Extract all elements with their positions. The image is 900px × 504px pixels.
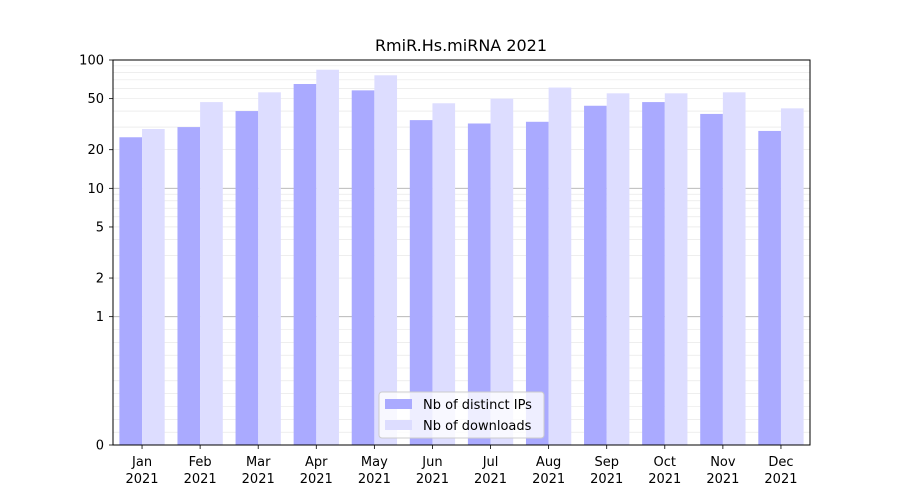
legend-box bbox=[378, 391, 545, 439]
bar-distinct-ips bbox=[351, 90, 375, 445]
x-tick-label-month: Oct bbox=[654, 455, 676, 470]
x-tick-label-month: Aug bbox=[536, 455, 561, 470]
x-tick-label-year: 2021 bbox=[532, 472, 565, 487]
x-tick-label-year: 2021 bbox=[764, 472, 797, 487]
legend-label: Nb of downloads bbox=[423, 419, 532, 434]
x-tick-label-month: Feb bbox=[189, 455, 212, 470]
x-tick-label-month: Jul bbox=[482, 455, 499, 470]
bar-distinct-ips bbox=[293, 84, 317, 445]
x-tick-label-year: 2021 bbox=[416, 472, 449, 487]
bar-distinct-ips bbox=[700, 113, 723, 446]
x-tick-label-month: Dec bbox=[768, 455, 793, 470]
y-tick-label: 2 bbox=[96, 272, 104, 287]
bar-downloads bbox=[432, 103, 456, 445]
y-tick-label: 1 bbox=[96, 310, 104, 325]
bar-downloads bbox=[142, 128, 165, 446]
x-tick-label-year: 2021 bbox=[590, 472, 623, 487]
y-tick-label: 100 bbox=[79, 54, 104, 69]
y-tick-label: 5 bbox=[96, 220, 104, 235]
bar-distinct-ips bbox=[235, 111, 259, 445]
bar-distinct-ips bbox=[177, 127, 201, 445]
legend-swatch bbox=[385, 420, 412, 430]
x-tick-label-year: 2021 bbox=[184, 472, 217, 487]
x-tick-label-year: 2021 bbox=[358, 472, 391, 487]
x-tick-label-month: Apr bbox=[305, 455, 328, 470]
bar-downloads bbox=[780, 108, 804, 446]
legend-swatch bbox=[385, 399, 412, 409]
plot-frame bbox=[112, 59, 811, 446]
bar-distinct-ips bbox=[525, 121, 549, 445]
y-tick-label: 20 bbox=[87, 143, 104, 158]
chart-title: RmiR.Hs.miRNA 2021 bbox=[375, 36, 547, 55]
y-tick-label: 0 bbox=[96, 439, 104, 454]
bars bbox=[119, 69, 804, 446]
bar-downloads bbox=[548, 87, 572, 445]
bar-distinct-ips bbox=[409, 120, 433, 446]
axes: Jan2021Feb2021Mar2021Apr2021May2021Jun20… bbox=[79, 54, 811, 487]
bar-downloads bbox=[490, 98, 514, 446]
legend: Nb of distinct IPs Nb of downloads bbox=[378, 391, 545, 439]
bar-distinct-ips bbox=[467, 123, 491, 446]
y-tick-label: 50 bbox=[87, 92, 104, 107]
x-tick-label-month: May bbox=[361, 455, 388, 470]
x-tick-label-year: 2021 bbox=[242, 472, 275, 487]
bar-downloads bbox=[664, 93, 688, 445]
bar-downloads bbox=[606, 93, 630, 445]
x-tick-label-month: Sep bbox=[594, 455, 619, 470]
x-tick-label-year: 2021 bbox=[125, 472, 158, 487]
x-tick-label-month: Mar bbox=[246, 455, 271, 470]
x-tick-label-year: 2021 bbox=[474, 472, 507, 487]
bar-downloads bbox=[722, 92, 746, 446]
y-tick-label: 10 bbox=[87, 182, 104, 197]
x-tick-label-month: Jun bbox=[421, 455, 442, 470]
x-tick-label-year: 2021 bbox=[706, 472, 739, 487]
x-tick-label-year: 2021 bbox=[300, 472, 333, 487]
x-tick-label-month: Nov bbox=[710, 455, 736, 470]
bar-distinct-ips bbox=[584, 105, 607, 446]
bar-distinct-ips bbox=[119, 137, 143, 446]
legend-label: Nb of distinct IPs bbox=[423, 398, 532, 413]
bar-distinct-ips bbox=[758, 130, 781, 445]
bar-downloads bbox=[258, 92, 281, 446]
x-tick-label-month: Jan bbox=[131, 455, 152, 470]
x-tick-label-year: 2021 bbox=[648, 472, 681, 487]
bar-downloads bbox=[316, 69, 339, 445]
bar-downloads bbox=[374, 75, 398, 445]
bar-distinct-ips bbox=[642, 102, 665, 445]
bar-downloads bbox=[200, 102, 223, 445]
